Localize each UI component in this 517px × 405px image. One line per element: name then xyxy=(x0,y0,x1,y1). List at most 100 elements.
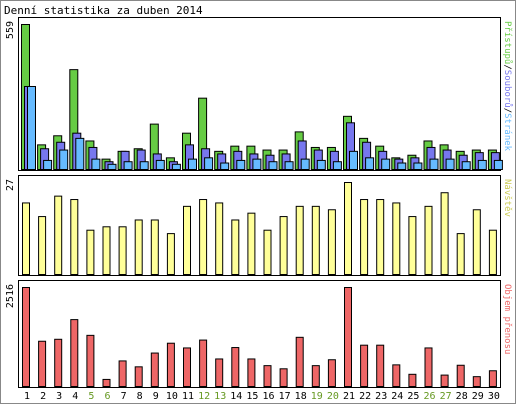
bar-stránek-day-11 xyxy=(188,158,197,170)
bar-middle-day-7 xyxy=(118,226,127,275)
bar-bottom-day-28 xyxy=(456,364,465,387)
bar-middle-day-9 xyxy=(150,219,159,275)
x-tick-day-4: 4 xyxy=(72,391,78,402)
bar-stránek-day-20 xyxy=(332,161,342,170)
bar-stránek-day-19 xyxy=(316,159,326,171)
bar-bottom-day-10 xyxy=(166,342,175,387)
x-tick-day-20: 20 xyxy=(327,391,339,402)
bar-bottom-day-1 xyxy=(22,287,30,387)
bar-bottom-day-16 xyxy=(263,365,272,388)
x-tick-day-12: 12 xyxy=(198,391,210,402)
legend-middle-part: Návštěv xyxy=(502,179,513,217)
bar-bottom-day-18 xyxy=(295,336,304,388)
x-tick-day-29: 29 xyxy=(472,391,484,402)
bar-middle-day-11 xyxy=(183,205,191,275)
legend-top-part: Stránek xyxy=(502,113,512,152)
bar-bottom-day-4 xyxy=(70,319,79,387)
bar-middle-day-12 xyxy=(199,199,208,275)
x-tick-day-13: 13 xyxy=(214,391,226,402)
bar-bottom-day-22 xyxy=(360,344,369,387)
bar-stránek-day-12 xyxy=(204,157,214,171)
y-max-label: 27 xyxy=(5,179,16,191)
bar-bottom-day-11 xyxy=(183,347,191,387)
bar-bottom-day-25 xyxy=(408,373,417,387)
x-tick-day-23: 23 xyxy=(375,391,387,402)
bar-middle-day-26 xyxy=(424,205,433,275)
bar-bottom-day-26 xyxy=(424,347,433,387)
bar-middle-day-14 xyxy=(231,219,240,275)
bar-bottom-day-2 xyxy=(38,340,47,387)
x-tick-day-8: 8 xyxy=(137,391,143,402)
bar-bottom-day-17 xyxy=(279,368,288,388)
bar-stránek-day-29 xyxy=(477,159,487,171)
legend-middle: Návštěv xyxy=(502,179,513,217)
bar-bottom-day-5 xyxy=(86,334,95,388)
bar-middle-day-19 xyxy=(311,205,320,275)
panel-frame xyxy=(18,280,501,388)
x-tick-day-17: 17 xyxy=(279,391,291,402)
legend-top: Přístupů/Souborů/Stránek xyxy=(502,21,513,152)
x-tick-day-6: 6 xyxy=(104,391,110,402)
x-tick-day-7: 7 xyxy=(121,391,127,402)
bar-stránek-day-14 xyxy=(236,159,246,171)
bar-bottom-day-14 xyxy=(231,347,240,388)
x-tick-day-30: 30 xyxy=(488,391,500,402)
bar-stránek-day-15 xyxy=(252,158,262,170)
bar-bottom-day-20 xyxy=(327,359,336,388)
bar-middle-day-10 xyxy=(166,233,175,276)
y-max-label: 559 xyxy=(5,21,16,39)
bar-middle-day-30 xyxy=(488,229,497,275)
bar-bottom-day-23 xyxy=(376,344,385,387)
bar-middle-day-21 xyxy=(344,182,352,275)
x-tick-day-2: 2 xyxy=(40,391,46,402)
bar-middle-day-28 xyxy=(456,233,465,276)
bar-bottom-day-6 xyxy=(102,378,111,387)
x-tick-day-16: 16 xyxy=(262,391,274,402)
x-tick-day-28: 28 xyxy=(456,391,468,402)
bar-stránek-day-23 xyxy=(381,158,391,170)
x-tick-day-9: 9 xyxy=(153,391,159,402)
legend-top-part: Přístupů xyxy=(502,21,513,64)
bar-stránek-day-30 xyxy=(493,159,503,171)
bar-bottom-day-9 xyxy=(150,352,159,387)
x-tick-day-11: 11 xyxy=(182,391,194,402)
legend-top-part: / xyxy=(502,64,512,69)
legend-top-part: Souborů xyxy=(502,70,513,108)
bar-stránek-day-13 xyxy=(220,162,230,171)
x-tick-day-5: 5 xyxy=(88,391,94,402)
x-tick-day-21: 21 xyxy=(343,391,355,402)
bar-bottom-day-27 xyxy=(440,374,449,387)
bar-middle-day-4 xyxy=(70,199,79,275)
bar-stránek-day-9 xyxy=(155,159,165,171)
chart-title: Denní statistika za duben 2014 xyxy=(4,4,203,17)
bar-bottom-day-13 xyxy=(215,358,224,387)
bar-bottom-day-15 xyxy=(247,358,256,387)
bar-stránek-day-27 xyxy=(445,158,455,170)
bar-middle-day-3 xyxy=(54,195,63,275)
legend-bottom: Objem přenosu xyxy=(502,284,512,354)
x-tick-day-24: 24 xyxy=(391,391,403,402)
x-tick-day-25: 25 xyxy=(407,391,419,402)
panel-middle: 27 Návštěv xyxy=(5,175,513,276)
bar-bottom-day-7 xyxy=(118,360,127,387)
bar-middle-day-2 xyxy=(38,216,47,276)
bar-stránek-day-8 xyxy=(139,161,149,170)
x-tick-day-18: 18 xyxy=(295,391,307,402)
bar-stránek-day-5 xyxy=(91,158,101,170)
panel-frame xyxy=(18,175,501,276)
bar-stránek-day-22 xyxy=(365,157,375,171)
bar-stránek-day-16 xyxy=(268,161,278,170)
bar-middle-day-29 xyxy=(472,209,481,275)
bar-middle-day-20 xyxy=(327,209,336,275)
bar-stránek-day-2 xyxy=(43,159,53,171)
bar-stránek-day-21 xyxy=(349,150,358,170)
bar-bottom-day-24 xyxy=(392,364,401,388)
bar-middle-day-25 xyxy=(408,216,417,276)
bar-stránek-day-7 xyxy=(123,161,133,170)
x-tick-day-14: 14 xyxy=(230,391,242,402)
bar-bottom-day-8 xyxy=(134,366,143,388)
bar-bottom-day-29 xyxy=(472,376,481,388)
